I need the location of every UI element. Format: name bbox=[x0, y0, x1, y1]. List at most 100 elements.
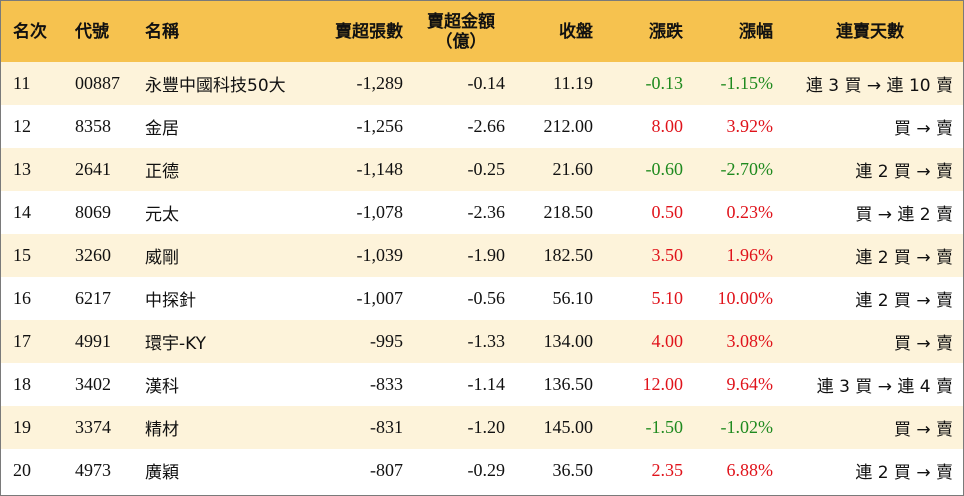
cell-change: 2.35 bbox=[651, 460, 684, 480]
table-row: 20 4973 廣穎 -807 -0.29 36.50 2.35 6.88% 連 2 買 → 賣 bbox=[1, 449, 963, 492]
cell-net-sell-lots: -1,148 bbox=[356, 159, 404, 179]
cell-code: 6217 bbox=[75, 288, 111, 308]
cell-net-sell-lots: -1,007 bbox=[356, 288, 404, 308]
cell-change: 4.00 bbox=[651, 331, 684, 351]
cell-code: 4991 bbox=[75, 331, 111, 351]
cell-rank: 20 bbox=[13, 460, 31, 480]
header-code: 代號 bbox=[75, 21, 109, 42]
cell-close: 136.50 bbox=[543, 374, 594, 394]
cell-code: 3374 bbox=[75, 417, 111, 437]
cell-change-pct: 3.08% bbox=[726, 331, 774, 351]
cell-change: 0.50 bbox=[651, 202, 684, 222]
cell-change: 3.50 bbox=[651, 245, 684, 265]
cell-name: 環宇-KY bbox=[145, 334, 207, 354]
cell-streak: 買 → 賣 bbox=[893, 420, 953, 440]
cell-streak: 連 2 買 → 賣 bbox=[855, 162, 953, 182]
cell-net-sell-lots: -1,039 bbox=[356, 245, 404, 265]
cell-change-pct: -1.02% bbox=[720, 417, 774, 437]
cell-rank: 18 bbox=[13, 374, 31, 394]
header-net-sell-amount-line1: 賣超金額 bbox=[427, 11, 495, 32]
cell-close: 134.00 bbox=[543, 331, 594, 351]
cell-net-sell-lots: -1,256 bbox=[356, 116, 404, 136]
cell-change: -1.50 bbox=[645, 417, 684, 437]
cell-net-sell-amount: -0.25 bbox=[467, 159, 506, 179]
header-change: 漲跌 bbox=[649, 21, 683, 42]
cell-name: 中探針 bbox=[145, 291, 196, 311]
table-row: 16 6217 中探針 -1,007 -0.56 56.10 5.10 10.00% 連 2 買… bbox=[1, 277, 963, 320]
cell-net-sell-amount: -0.14 bbox=[467, 73, 506, 93]
table-row: 18 3402 漢科 -833 -1.14 136.50 12.00 9.64% 連 3 買 →… bbox=[1, 363, 963, 406]
cell-name: 廣穎 bbox=[145, 463, 179, 483]
cell-close: 212.00 bbox=[543, 116, 594, 136]
table-header: 名次 代號 名稱 賣超張數 賣超金額 （億） 收盤 漲跌 漲幅 連賣天數 bbox=[1, 1, 963, 62]
cell-net-sell-amount: -1.90 bbox=[467, 245, 506, 265]
header-close: 收盤 bbox=[559, 21, 593, 42]
cell-change-pct: 0.23% bbox=[726, 202, 774, 222]
header-net-sell-amount: 賣超金額 （億） bbox=[409, 1, 513, 62]
cell-net-sell-lots: -1,289 bbox=[356, 73, 404, 93]
header-change-pct: 漲幅 bbox=[739, 21, 773, 42]
header-name: 名稱 bbox=[145, 21, 179, 42]
cell-change: -0.60 bbox=[645, 159, 684, 179]
cell-streak: 買 → 連 2 賣 bbox=[855, 205, 953, 225]
cell-change-pct: 1.96% bbox=[726, 245, 774, 265]
cell-name: 精材 bbox=[145, 420, 179, 440]
cell-change-pct: 10.00% bbox=[717, 288, 774, 308]
cell-code: 2641 bbox=[75, 159, 111, 179]
cell-close: 21.60 bbox=[552, 159, 594, 179]
cell-name: 金居 bbox=[145, 119, 179, 139]
cell-net-sell-amount: -0.29 bbox=[467, 460, 506, 480]
cell-net-sell-lots: -1,078 bbox=[356, 202, 404, 222]
cell-net-sell-amount: -1.14 bbox=[467, 374, 506, 394]
cell-rank: 12 bbox=[13, 116, 31, 136]
cell-rank: 14 bbox=[13, 202, 31, 222]
cell-streak: 連 2 買 → 賣 bbox=[855, 463, 953, 483]
cell-close: 36.50 bbox=[552, 460, 594, 480]
cell-net-sell-lots: -807 bbox=[370, 460, 403, 480]
cell-name: 元太 bbox=[145, 205, 179, 225]
cell-change: 12.00 bbox=[642, 374, 684, 394]
cell-rank: 16 bbox=[13, 288, 31, 308]
table-row: 14 8069 元太 -1,078 -2.36 218.50 0.50 0.23% 買 → 連 … bbox=[1, 191, 963, 234]
cell-net-sell-amount: -0.56 bbox=[467, 288, 506, 308]
cell-net-sell-amount: -1.20 bbox=[467, 417, 506, 437]
cell-code: 8069 bbox=[75, 202, 111, 222]
cell-rank: 13 bbox=[13, 159, 31, 179]
cell-streak: 買 → 賣 bbox=[893, 119, 953, 139]
cell-rank: 15 bbox=[13, 245, 31, 265]
cell-code: 3402 bbox=[75, 374, 111, 394]
cell-close: 56.10 bbox=[552, 288, 594, 308]
table-row: 12 8358 金居 -1,256 -2.66 212.00 8.00 3.92% 買 → 賣 bbox=[1, 105, 963, 148]
cell-net-sell-lots: -831 bbox=[370, 417, 403, 437]
cell-rank: 11 bbox=[13, 73, 31, 93]
cell-streak: 連 2 買 → 賣 bbox=[855, 248, 953, 268]
cell-net-sell-amount: -2.36 bbox=[467, 202, 506, 222]
table-row: 15 3260 威剛 -1,039 -1.90 182.50 3.50 1.96% 連 2 買 … bbox=[1, 234, 963, 277]
cell-close: 218.50 bbox=[543, 202, 594, 222]
cell-change: -0.13 bbox=[645, 73, 684, 93]
table-row: 17 4991 環宇-KY -995 -1.33 134.00 4.00 3.08% 買 → 賣 bbox=[1, 320, 963, 363]
cell-net-sell-lots: -995 bbox=[370, 331, 403, 351]
cell-net-sell-amount: -1.33 bbox=[467, 331, 506, 351]
cell-name: 永豐中國科技50大 bbox=[145, 76, 286, 96]
cell-streak: 連 3 買 → 連 10 賣 bbox=[805, 76, 953, 96]
cell-code: 4973 bbox=[75, 460, 111, 480]
cell-name: 漢科 bbox=[145, 377, 179, 397]
table-row: 19 3374 精材 -831 -1.20 145.00 -1.50 -1.02% 買 → 賣 bbox=[1, 406, 963, 449]
cell-code: 3260 bbox=[75, 245, 111, 265]
cell-rank: 17 bbox=[13, 331, 31, 351]
header-net-sell-amount-line2: （億） bbox=[435, 31, 487, 52]
cell-close: 182.50 bbox=[543, 245, 594, 265]
cell-change-pct: -1.15% bbox=[720, 73, 774, 93]
cell-change: 8.00 bbox=[651, 116, 684, 136]
cell-code: 00887 bbox=[75, 73, 120, 93]
cell-name: 正德 bbox=[145, 162, 179, 182]
table-row: 13 2641 正德 -1,148 -0.25 21.60 -0.60 -2.70% 連 2 買… bbox=[1, 148, 963, 191]
cell-streak: 連 2 買 → 賣 bbox=[855, 291, 953, 311]
cell-close: 145.00 bbox=[543, 417, 594, 437]
cell-net-sell-amount: -2.66 bbox=[467, 116, 506, 136]
cell-streak: 買 → 賣 bbox=[893, 334, 953, 354]
cell-streak: 連 3 買 → 連 4 賣 bbox=[816, 377, 953, 397]
cell-change-pct: -2.70% bbox=[720, 159, 774, 179]
